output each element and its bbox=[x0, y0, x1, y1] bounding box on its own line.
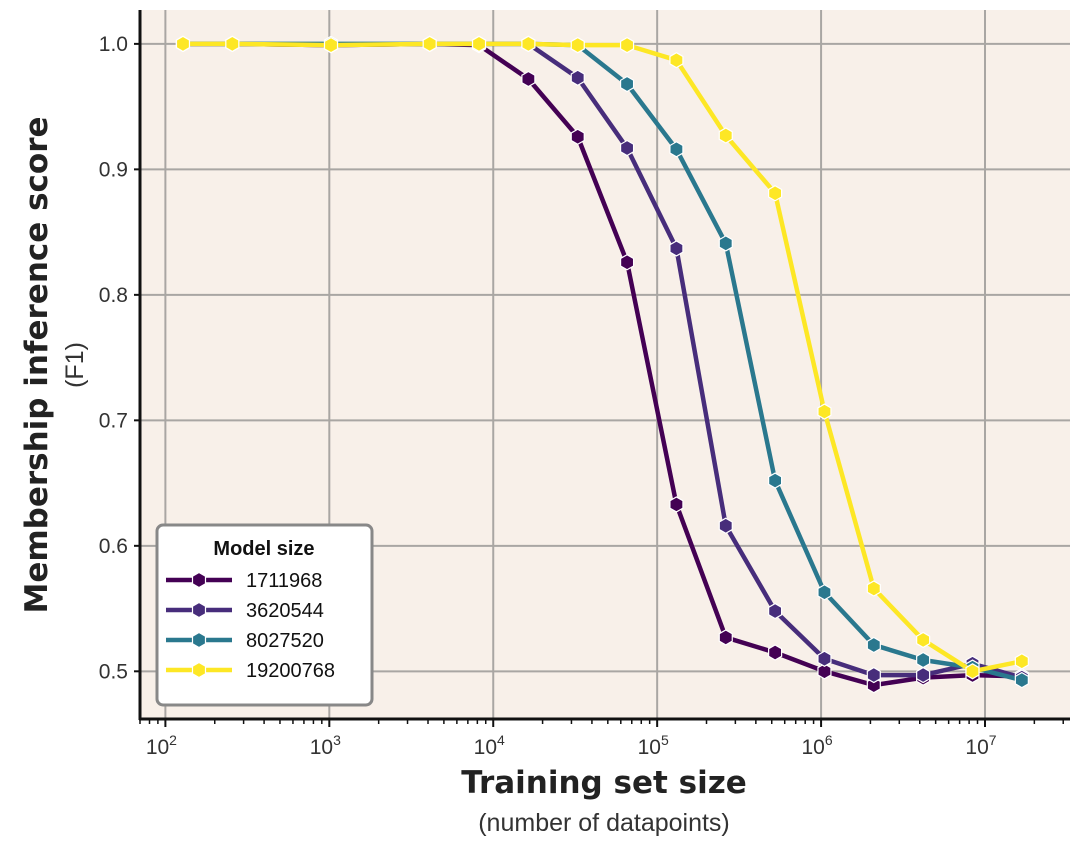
legend-item: 19200768 bbox=[166, 660, 335, 682]
legend-swatch-marker bbox=[191, 631, 207, 649]
data-point bbox=[422, 35, 437, 53]
data-point bbox=[916, 651, 931, 669]
data-point bbox=[619, 36, 635, 54]
data-point bbox=[669, 141, 684, 158]
x-tick-label: 102 bbox=[146, 732, 177, 759]
data-point bbox=[323, 36, 339, 54]
data-point bbox=[521, 70, 536, 88]
data-point bbox=[817, 650, 832, 667]
data-point bbox=[619, 139, 635, 157]
data-point bbox=[669, 496, 684, 513]
y-tick-label: 1.0 bbox=[99, 33, 128, 56]
data-point bbox=[225, 35, 240, 53]
x-ticks: 102 103 104 105 106 107 bbox=[139, 719, 1064, 759]
data-point bbox=[866, 636, 881, 654]
y-tick-label: 0.8 bbox=[99, 284, 128, 307]
x-tick-label: 106 bbox=[802, 732, 833, 759]
data-point bbox=[471, 35, 487, 53]
data-point bbox=[718, 629, 733, 646]
legend-swatch-marker bbox=[191, 661, 207, 679]
y-tick-label: 0.5 bbox=[99, 660, 128, 683]
data-point bbox=[718, 235, 733, 252]
y-axis-title-group: Membership inference score bbox=[19, 116, 55, 613]
series-line bbox=[180, 41, 1025, 674]
data-point bbox=[669, 51, 684, 69]
legend-label: 8027520 bbox=[246, 630, 324, 652]
y-axis-title: Membership inference score bbox=[19, 116, 55, 613]
data-point bbox=[669, 240, 684, 257]
y-axis-subtitle: (F1) bbox=[61, 342, 89, 388]
data-point bbox=[718, 127, 733, 144]
data-point bbox=[817, 663, 832, 680]
legend-item: 8027520 bbox=[166, 630, 324, 652]
x-tick-label: 107 bbox=[965, 732, 996, 759]
data-point bbox=[866, 580, 881, 597]
x-axis-subtitle: (number of datapoints) bbox=[478, 809, 730, 837]
y-axis-subtitle-group: (F1) bbox=[61, 342, 89, 388]
legend-title: Model size bbox=[213, 538, 314, 560]
series-lines bbox=[175, 35, 1029, 694]
x-tick-label: 103 bbox=[310, 732, 341, 759]
data-point bbox=[570, 128, 585, 145]
y-tick-label: 0.9 bbox=[99, 158, 128, 181]
data-point bbox=[768, 472, 783, 489]
x-axis-title: Training set size bbox=[461, 765, 747, 801]
legend-item: 3620544 bbox=[166, 600, 324, 622]
data-point bbox=[817, 403, 832, 420]
x-tick-label: 105 bbox=[638, 732, 669, 759]
legend-items: 1711968 3620544 8027520 19200768 bbox=[166, 570, 335, 682]
data-point bbox=[1014, 671, 1029, 689]
legend-label: 19200768 bbox=[246, 660, 335, 682]
data-point bbox=[521, 35, 536, 53]
axes bbox=[138, 10, 1070, 721]
data-point bbox=[768, 185, 783, 202]
legend: Model size 1711968 3620544 8027520 19200768 bbox=[155, 523, 374, 707]
legend-swatch-marker bbox=[191, 571, 207, 589]
grid bbox=[140, 10, 1070, 719]
data-point bbox=[916, 631, 931, 649]
data-point bbox=[718, 517, 733, 534]
y-tick-label: 0.7 bbox=[99, 409, 128, 432]
y-tick-label: 0.6 bbox=[99, 535, 128, 558]
data-point bbox=[619, 254, 635, 271]
data-point bbox=[619, 75, 635, 93]
data-point bbox=[175, 35, 191, 53]
x-tick-label: 104 bbox=[474, 732, 505, 759]
data-point bbox=[768, 602, 783, 620]
y-ticks: 0.5 0.6 0.7 0.8 0.9 1.0 bbox=[99, 33, 140, 683]
data-point bbox=[817, 584, 832, 601]
legend-box bbox=[155, 523, 374, 707]
data-point bbox=[570, 36, 585, 54]
legend-label: 1711968 bbox=[246, 570, 322, 592]
data-point bbox=[866, 666, 881, 684]
data-point bbox=[570, 69, 585, 86]
legend-label: 3620544 bbox=[246, 600, 324, 622]
data-point bbox=[1014, 653, 1029, 670]
data-point bbox=[916, 666, 931, 684]
legend-swatch-marker bbox=[191, 601, 207, 619]
series-19200768 bbox=[175, 35, 1029, 680]
data-point bbox=[965, 663, 980, 680]
data-point bbox=[768, 644, 783, 661]
legend-item: 1711968 bbox=[166, 570, 322, 592]
